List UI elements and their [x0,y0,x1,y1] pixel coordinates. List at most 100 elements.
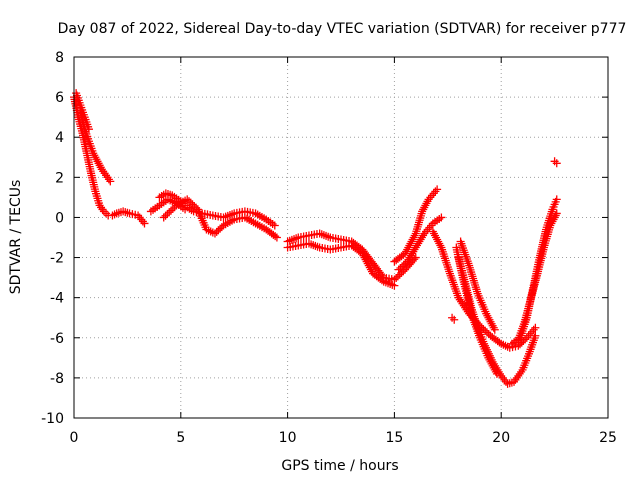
data-point [430,231,439,240]
data-point [417,233,426,242]
data-point [102,209,111,218]
data-point [510,377,519,386]
data-point [406,251,415,260]
data-point [552,195,561,204]
data-point [392,273,401,282]
data-point [97,165,106,174]
data-point [546,221,555,230]
data-point [517,367,526,376]
data-point [433,235,442,244]
data-point [484,313,493,322]
series-dip-3 [452,243,501,378]
series-mid-c [146,195,190,216]
data-point [550,157,559,166]
x-tick-label: 25 [599,430,617,446]
data-point [188,200,197,209]
y-tick-label: -4 [50,291,64,307]
data-point [91,153,100,162]
x-tick-label: 15 [385,430,403,446]
x-tick-labels: 0 5 10 15 20 25 [70,430,617,446]
data-point [409,247,418,256]
data-point [490,365,499,374]
data-point [426,193,435,202]
data-point [498,373,507,382]
data-point [135,213,144,222]
data-point [458,299,467,308]
y-tick-label: -8 [50,371,64,387]
data-point [429,189,438,198]
data-point [181,205,190,214]
data-point [138,217,147,226]
data-point [419,231,428,240]
data-point [552,159,561,168]
x-axis-label: GPS time / hours [281,458,398,474]
data-points [70,89,561,388]
data-point [407,237,416,246]
data-point [527,327,536,336]
series-rise-1 [390,185,442,266]
data-point [137,215,146,224]
x-tick-label: 5 [176,430,185,446]
series-rise-2 [394,213,446,274]
data-point [512,373,521,382]
data-point [95,161,104,170]
data-point [366,265,375,274]
y-tick-labels: -10 -8 -6 -4 -2 0 2 4 6 8 [41,50,64,427]
data-point [140,219,149,228]
y-tick-label: -10 [41,411,64,427]
data-point [406,239,415,248]
data-point [363,259,372,268]
data-point [481,326,490,335]
data-point [412,241,421,250]
y-tick-label: 4 [55,130,64,146]
series-early-upper [72,89,93,134]
data-point [484,353,493,362]
data-point [549,215,558,224]
data-point [159,213,168,222]
data-point [121,208,130,217]
data-point [422,227,431,236]
data-point [431,187,440,196]
x-tick-label: 0 [70,430,79,446]
x-tick-label: 20 [492,430,510,446]
data-point [93,157,102,166]
data-point [361,255,370,264]
data-point [362,257,371,266]
data-point [123,208,132,217]
data-point [104,175,113,184]
data-point [489,363,498,372]
data-point [403,245,412,254]
data-point [427,191,436,200]
series-early-branch [76,107,115,186]
data-point [457,297,466,306]
data-point [409,233,418,242]
data-point [424,195,433,204]
data-point [420,203,429,212]
y-tick-label: -6 [50,331,64,347]
data-point [96,163,105,172]
data-point [526,329,535,338]
data-point [423,225,432,234]
data-point [119,207,128,216]
data-point [454,293,463,302]
data-point [497,371,506,380]
data-point [420,229,429,238]
data-point [102,171,111,180]
data-point [271,232,280,241]
data-point [433,185,442,194]
data-point [106,177,115,186]
data-point [359,251,368,260]
data-point [436,241,445,250]
data-point [99,167,108,176]
chart-title: Day 087 of 2022, Sidereal Day-to-day VTE… [58,21,627,37]
data-point [414,239,423,248]
data-point [415,237,424,246]
data-point [418,207,427,216]
data-point [365,263,374,272]
data-point [404,243,413,252]
data-point [411,243,420,252]
data-point [428,227,437,236]
data-point [515,369,524,378]
data-point [84,125,93,134]
